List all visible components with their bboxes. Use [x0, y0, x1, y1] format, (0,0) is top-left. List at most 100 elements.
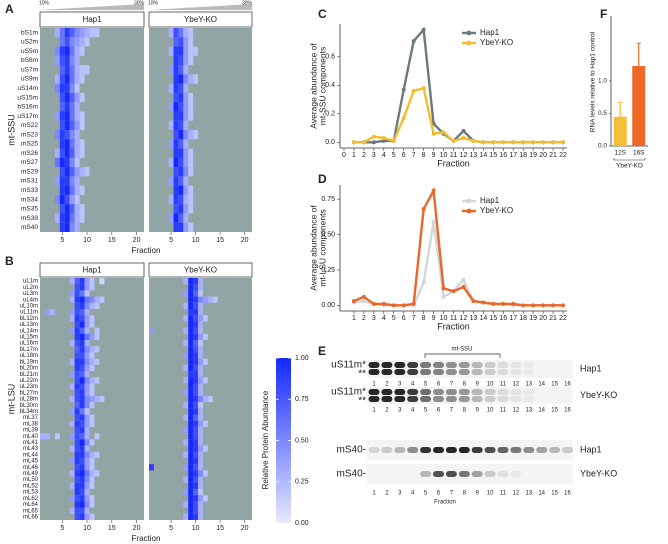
- row-label: mS22: [21, 122, 38, 129]
- panel-label: D: [318, 172, 327, 186]
- heat-cell: [198, 408, 203, 415]
- blot-band: [445, 362, 457, 368]
- heat-cell: [69, 420, 75, 427]
- heat-cell: [188, 167, 194, 177]
- heat-cell: [74, 185, 80, 195]
- heat-cell: [207, 296, 213, 303]
- heat-cell: [69, 395, 75, 403]
- heat-cell: [74, 389, 80, 396]
- point: [381, 301, 386, 306]
- heat-cell: [74, 371, 80, 378]
- x-tick-label: 11: [450, 315, 457, 322]
- blot-band: [510, 369, 522, 375]
- x-tick-label: 18: [519, 152, 527, 159]
- blot-band: [471, 447, 483, 453]
- heat-cell: [89, 321, 95, 328]
- heat-cell: [59, 185, 65, 195]
- lane-label: 16: [564, 382, 571, 388]
- heat-cell: [84, 488, 90, 496]
- heat-cell: [94, 433, 100, 440]
- lane-label: 11: [500, 408, 507, 414]
- heat-cell: [59, 204, 65, 214]
- y-tick-label: 1.0: [598, 78, 607, 85]
- heat-cell: [178, 120, 184, 130]
- heat-cell: [79, 402, 85, 409]
- lane-label: 16: [564, 408, 571, 414]
- point: [371, 301, 376, 306]
- point: [381, 138, 386, 143]
- row-label: uS15m: [17, 94, 38, 101]
- heat-cell: [74, 377, 80, 384]
- heat-cell: [79, 470, 85, 477]
- heat-cell: [74, 395, 80, 403]
- heat-cell: [94, 470, 100, 477]
- heat-cell: [69, 470, 75, 477]
- heat-cell: [188, 420, 194, 427]
- heat-cell: [178, 204, 184, 214]
- blot-band: [445, 389, 457, 395]
- gradient-wedge: [40, 4, 144, 10]
- heat-cell: [59, 167, 65, 177]
- heat-cell: [188, 408, 194, 415]
- facet-strip: [148, 11, 253, 28]
- heat-cell: [188, 157, 194, 168]
- heat-cell: [193, 507, 199, 514]
- heat-cell: [89, 402, 95, 409]
- heat-cell: [168, 176, 174, 186]
- heat-cell: [74, 420, 80, 427]
- heat-cell: [198, 377, 203, 384]
- x-tick-label: 10: [192, 237, 200, 244]
- heat-cell: [79, 488, 85, 496]
- row-label: uS2m: [21, 39, 38, 46]
- row-label: mL37: [23, 415, 39, 421]
- x-tick-label: 21: [549, 315, 557, 322]
- heat-cell: [183, 513, 189, 520]
- heat-cell: [188, 507, 194, 514]
- heat-cell: [193, 290, 199, 297]
- x-tick-label: 15: [216, 525, 224, 532]
- heat-cell: [193, 501, 199, 508]
- x-tick-label: 8: [422, 152, 426, 159]
- lane-label: 2: [385, 491, 389, 497]
- legend-label: Hap1: [480, 28, 500, 37]
- heat-cell: [84, 302, 90, 310]
- heat-cell: [69, 340, 75, 347]
- heat-cell: [193, 513, 199, 520]
- heat-cell: [183, 377, 189, 384]
- heat-cell: [89, 439, 95, 446]
- heat-cell: [74, 408, 80, 415]
- blot-band: [445, 396, 457, 402]
- heat-cell: [84, 476, 90, 483]
- heat-cell: [79, 74, 85, 84]
- point: [431, 219, 436, 224]
- point: [501, 301, 506, 306]
- heat-cell: [84, 470, 90, 477]
- heat-cell: [79, 46, 85, 56]
- heat-cell: [198, 284, 203, 291]
- heat-cell: [183, 74, 189, 84]
- lane-label: 4: [411, 491, 415, 497]
- x-tick-label: 15: [489, 315, 497, 322]
- blot-marker-label: **: [358, 369, 366, 380]
- heat-cell: [79, 445, 85, 452]
- y-tick-label: 0.50: [321, 231, 335, 238]
- heat-cell: [183, 290, 189, 297]
- point: [441, 130, 446, 135]
- heat-cell: [173, 176, 179, 186]
- row-label: uL2m: [23, 285, 38, 291]
- heat-cell: [79, 377, 85, 384]
- row-label: mS34: [21, 196, 38, 203]
- heat-cell: [74, 102, 80, 112]
- heat-cell: [74, 451, 80, 458]
- heat-cell: [74, 470, 80, 477]
- heat-cell: [173, 167, 179, 177]
- error-bar: [618, 101, 623, 132]
- heat-cell: [64, 139, 70, 149]
- heat-cell: [89, 451, 95, 458]
- heat-cell: [198, 513, 203, 520]
- legend-label: YbeY-KO: [480, 38, 513, 47]
- heat-cell: [178, 194, 184, 205]
- heat-cell: [183, 439, 189, 446]
- heat-cell: [188, 315, 194, 322]
